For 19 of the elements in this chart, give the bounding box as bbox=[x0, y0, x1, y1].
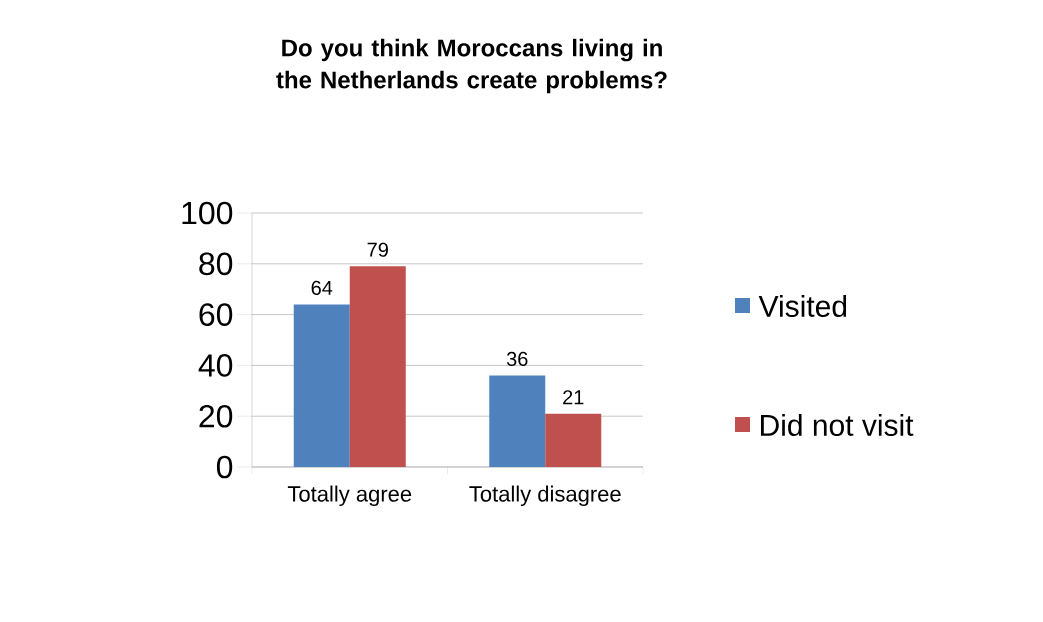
bar bbox=[545, 413, 602, 467]
y-tick-label: 0 bbox=[216, 455, 233, 479]
y-tick-label: 40 bbox=[198, 354, 233, 377]
data-label: 79 bbox=[367, 242, 388, 257]
y-tick-label: 80 bbox=[199, 252, 233, 276]
bar bbox=[293, 304, 350, 467]
bar bbox=[349, 266, 406, 467]
y-tick-label: 20 bbox=[199, 404, 233, 428]
bar bbox=[489, 375, 546, 467]
y-tick-label: 100 bbox=[182, 201, 233, 225]
legend-label: Did not visit bbox=[761, 413, 914, 437]
data-label: 36 bbox=[506, 351, 528, 367]
y-tick-label: 60 bbox=[199, 303, 233, 326]
x-tick-label: Totally agree bbox=[287, 485, 412, 507]
data-label: 21 bbox=[563, 390, 584, 405]
chart-title: Do you think Moroccans living in the Netherlands create problems? bbox=[276, 38, 667, 94]
x-tick-label: Totally disagree bbox=[469, 485, 621, 507]
data-label: 64 bbox=[311, 280, 333, 295]
legend-label: Visited bbox=[758, 294, 847, 318]
